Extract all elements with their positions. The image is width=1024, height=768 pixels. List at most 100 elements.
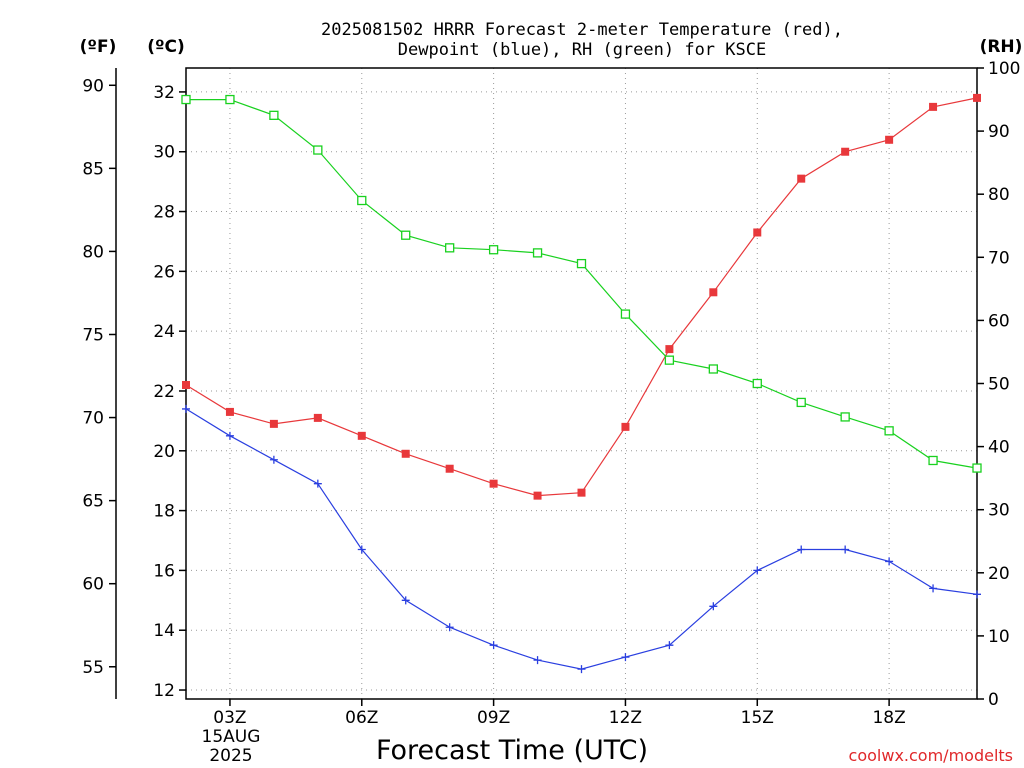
temperature-point xyxy=(357,431,366,440)
x-tick-label: 09Z xyxy=(477,708,510,728)
temperature-point xyxy=(797,174,806,183)
celsius-tick-label: 18 xyxy=(153,502,175,522)
celsius-tick-label: 24 xyxy=(153,322,175,342)
fahrenheit-tick-label: 65 xyxy=(82,492,104,512)
celsius-tick-label: 28 xyxy=(153,203,175,223)
dewpoint-point xyxy=(445,623,454,632)
rh-tick-label: 40 xyxy=(988,438,1010,458)
temperature-point xyxy=(841,147,850,156)
fahrenheit-tick-label: 85 xyxy=(82,159,104,179)
rh-tick-label: 100 xyxy=(988,59,1020,79)
fahrenheit-tick-label: 75 xyxy=(82,325,104,345)
temperature-point xyxy=(533,491,542,500)
x-tick-label: 18Z xyxy=(872,708,905,728)
temperature-point xyxy=(577,488,586,497)
rh-tick-label: 80 xyxy=(988,185,1010,205)
dewpoint-point xyxy=(929,584,938,593)
rh-point xyxy=(488,245,499,255)
rh-point xyxy=(269,110,279,120)
temperature-point xyxy=(753,228,762,237)
temperature-point xyxy=(665,345,674,354)
rh-point xyxy=(840,412,850,422)
x-tick-label: 15Z xyxy=(741,708,774,728)
dewpoint-point xyxy=(533,656,542,665)
temperature-point xyxy=(489,479,498,488)
rh-point xyxy=(576,258,587,269)
celsius-tick-label: 32 xyxy=(153,83,175,103)
dewpoint-point xyxy=(401,596,410,605)
rh-tick-label: 30 xyxy=(988,501,1010,521)
rh-point xyxy=(928,455,938,466)
rh-unit-label: (RH) xyxy=(980,37,1023,57)
celsius-unit-label: (ºC) xyxy=(147,37,185,57)
temperature-point xyxy=(225,407,234,416)
rh-point xyxy=(796,397,806,408)
dewpoint-point xyxy=(357,545,366,554)
temperature-point xyxy=(621,422,630,431)
rh-tick-label: 50 xyxy=(988,375,1010,395)
temperature-point xyxy=(182,380,190,389)
celsius-tick-label: 20 xyxy=(153,442,175,462)
dewpoint-point xyxy=(269,455,278,464)
rh-point xyxy=(181,94,191,105)
rh-point xyxy=(357,195,367,206)
rh-tick-label: 10 xyxy=(988,627,1010,647)
dewpoint-point xyxy=(797,545,806,554)
fahrenheit-unit-label: (ºF) xyxy=(80,37,117,57)
dewpoint-point xyxy=(225,431,234,440)
dewpoint-point xyxy=(973,590,981,599)
rh-point xyxy=(752,378,762,389)
rh-tick-label: 20 xyxy=(988,564,1010,584)
rh-point xyxy=(708,364,718,374)
celsius-tick-label: 14 xyxy=(153,621,175,641)
rh-line xyxy=(186,98,978,469)
x-tick-label: 03Z xyxy=(213,708,246,728)
rh-point xyxy=(225,94,235,105)
celsius-tick-label: 22 xyxy=(153,382,175,402)
grid-lines xyxy=(186,68,977,699)
temperature-point xyxy=(269,419,278,428)
fahrenheit-tick-label: 55 xyxy=(82,658,104,678)
rh-tick-label: 70 xyxy=(988,248,1010,268)
rh-point xyxy=(972,463,982,473)
dewpoint-point xyxy=(182,404,190,413)
dewpoint-point xyxy=(709,602,718,611)
temperature-point xyxy=(709,288,718,297)
fahrenheit-tick-label: 80 xyxy=(82,242,104,262)
dewpoint-point xyxy=(885,557,894,566)
x-tick-label: 12Z xyxy=(609,708,642,728)
celsius-tick-label: 26 xyxy=(153,262,175,282)
dewpoint-point xyxy=(577,665,586,674)
temperature-line xyxy=(185,97,978,497)
rh-point xyxy=(884,426,894,436)
celsius-tick-label: 12 xyxy=(153,681,175,701)
celsius-tick-label: 16 xyxy=(153,561,175,581)
fahrenheit-tick-label: 70 xyxy=(82,409,104,429)
dewpoint-point xyxy=(621,653,630,662)
rh-tick-label: 90 xyxy=(988,122,1010,142)
temperature-point xyxy=(929,102,938,111)
temperature-point xyxy=(445,464,454,473)
rh-point xyxy=(401,230,411,240)
x-tick-label: 06Z xyxy=(345,708,378,728)
rh-tick-label: 60 xyxy=(988,311,1010,331)
x-axis-title: Forecast Time (UTC) xyxy=(376,735,648,766)
rh-tick-label: 0 xyxy=(988,690,999,710)
dewpoint-point xyxy=(841,545,850,554)
celsius-tick-label: 30 xyxy=(153,143,175,163)
rh-point xyxy=(532,248,543,258)
rh-point xyxy=(445,243,455,253)
rh-point xyxy=(620,309,631,319)
dewpoint-point xyxy=(313,479,322,488)
date-line1: 15AUG xyxy=(202,727,261,747)
temperature-point xyxy=(401,449,410,458)
date-line2: 2025 xyxy=(209,746,252,766)
data-series xyxy=(181,93,982,674)
temperature-point xyxy=(313,413,322,422)
dewpoint-point xyxy=(665,641,674,650)
plot-frame xyxy=(185,67,978,700)
chart-title-line1: 2025081502 HRRR Forecast 2-meter Tempera… xyxy=(321,20,843,40)
dewpoint-point xyxy=(489,641,498,650)
chart-title-line2: Dewpoint (blue), RH (green) for KSCE xyxy=(398,40,766,60)
